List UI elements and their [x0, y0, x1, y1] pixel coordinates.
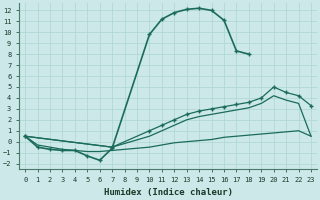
X-axis label: Humidex (Indice chaleur): Humidex (Indice chaleur) — [104, 188, 233, 197]
